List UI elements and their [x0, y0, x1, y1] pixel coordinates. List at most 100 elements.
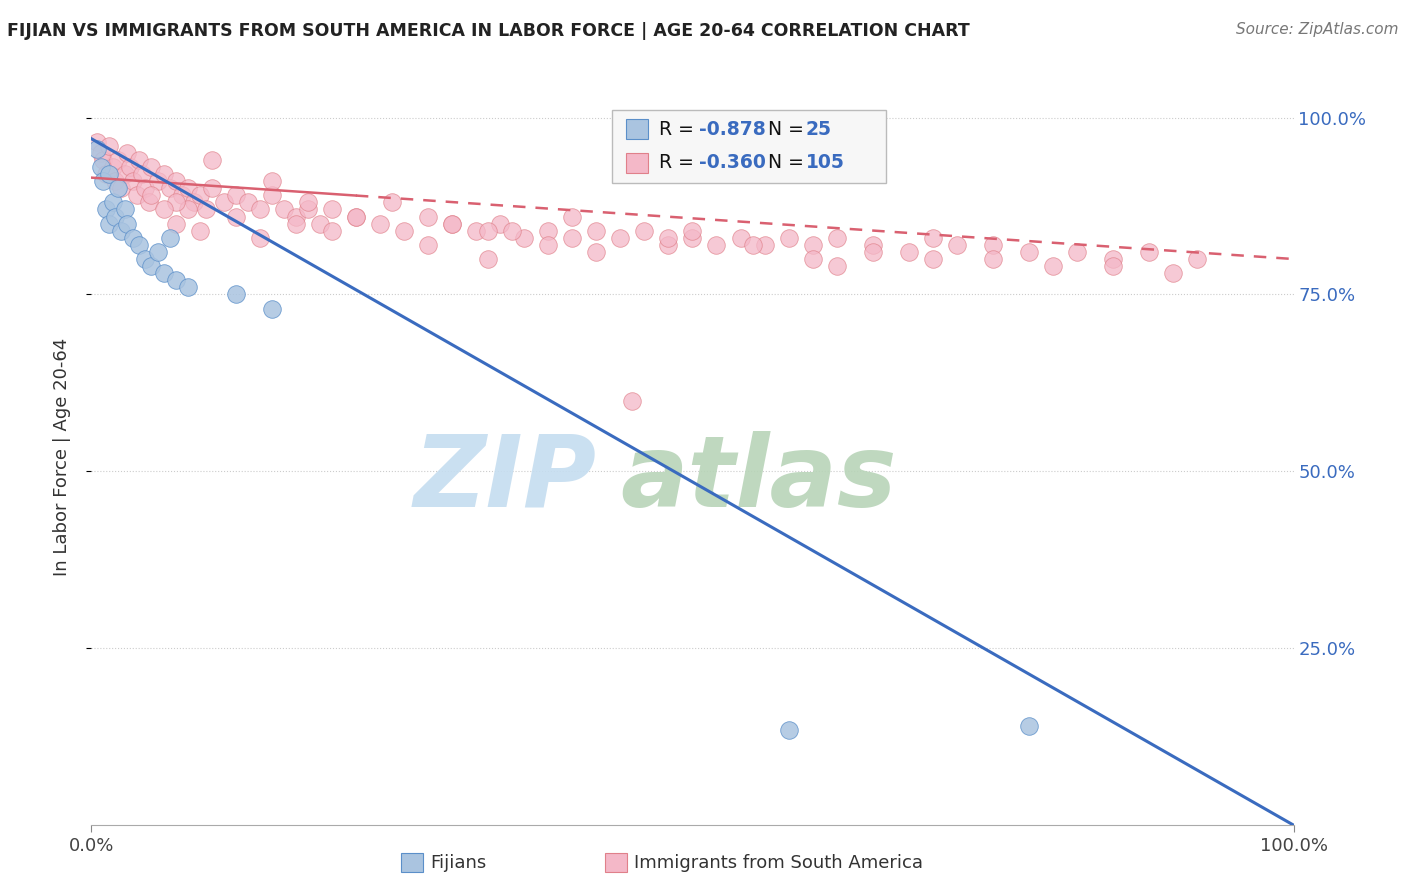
Point	[170, 188, 193, 202]
Point	[93, 174, 115, 188]
Point	[176, 181, 198, 195]
Point	[681, 231, 703, 245]
Point	[321, 224, 343, 238]
Point	[537, 224, 560, 238]
Point	[138, 195, 160, 210]
Point	[183, 195, 205, 210]
Point	[1018, 719, 1040, 733]
Point	[681, 224, 703, 238]
Point	[754, 238, 776, 252]
Point	[110, 181, 132, 195]
Point	[621, 393, 644, 408]
Point	[165, 195, 187, 210]
Point	[981, 238, 1004, 252]
Point	[477, 224, 499, 238]
Point	[297, 195, 319, 210]
Point	[114, 167, 136, 181]
Point	[236, 195, 259, 210]
Point	[946, 238, 969, 252]
Point	[825, 231, 848, 245]
Point	[440, 217, 463, 231]
Point	[344, 210, 367, 224]
Point	[321, 202, 343, 217]
Point	[585, 244, 607, 259]
Point	[93, 153, 115, 167]
Point	[730, 231, 752, 245]
Point	[706, 238, 728, 252]
Point	[188, 224, 211, 238]
Point	[98, 217, 121, 231]
Point	[273, 202, 295, 217]
Point	[1161, 266, 1184, 280]
Point	[260, 174, 283, 188]
Point	[284, 210, 307, 224]
Text: FIJIAN VS IMMIGRANTS FROM SOUTH AMERICA IN LABOR FORCE | AGE 20-64 CORRELATION C: FIJIAN VS IMMIGRANTS FROM SOUTH AMERICA …	[7, 22, 970, 40]
Point	[1137, 244, 1160, 259]
Point	[801, 252, 824, 266]
Point	[176, 202, 198, 217]
Point	[249, 202, 271, 217]
Point	[897, 244, 920, 259]
Text: 105: 105	[806, 153, 845, 172]
Point	[801, 238, 824, 252]
Text: N =: N =	[756, 153, 810, 172]
Point	[416, 238, 439, 252]
Point	[146, 174, 169, 188]
Point	[585, 224, 607, 238]
Point	[561, 231, 583, 245]
Point	[1187, 252, 1209, 266]
Point	[101, 195, 124, 210]
Point	[778, 231, 800, 245]
Text: N =: N =	[756, 120, 810, 138]
Text: -0.360: -0.360	[699, 153, 766, 172]
Point	[1066, 244, 1088, 259]
Point	[94, 202, 117, 217]
Point	[1042, 259, 1064, 273]
Point	[128, 238, 150, 252]
Point	[104, 210, 127, 224]
Point	[862, 238, 884, 252]
Text: ZIP: ZIP	[413, 431, 596, 528]
Point	[981, 252, 1004, 266]
Point	[465, 224, 488, 238]
Text: Fijians: Fijians	[430, 854, 486, 871]
Point	[416, 210, 439, 224]
Point	[260, 188, 283, 202]
Point	[477, 252, 499, 266]
Point	[308, 217, 330, 231]
Point	[101, 160, 124, 174]
Point	[201, 181, 224, 195]
Point	[90, 160, 112, 174]
Point	[633, 224, 655, 238]
Point	[297, 202, 319, 217]
Point	[284, 217, 307, 231]
Point	[134, 181, 156, 195]
Point	[176, 280, 198, 294]
Point	[225, 210, 247, 224]
Point	[159, 231, 181, 245]
Point	[368, 217, 391, 231]
Point	[225, 188, 247, 202]
Point	[86, 135, 108, 149]
Point	[165, 273, 187, 287]
Point	[1102, 259, 1125, 273]
Text: -0.878: -0.878	[699, 120, 765, 138]
Point	[194, 202, 217, 217]
Point	[104, 174, 127, 188]
Point	[778, 723, 800, 737]
Point	[134, 252, 156, 266]
Point	[159, 181, 181, 195]
Point	[94, 167, 117, 181]
Point	[117, 217, 139, 231]
Point	[128, 153, 150, 167]
Point	[117, 145, 139, 160]
Point	[225, 287, 247, 301]
Point	[165, 174, 187, 188]
Point	[146, 244, 169, 259]
Point	[609, 231, 631, 245]
Text: R =: R =	[659, 153, 700, 172]
Point	[501, 224, 523, 238]
Point	[537, 238, 560, 252]
Point	[201, 153, 224, 167]
Point	[489, 217, 512, 231]
